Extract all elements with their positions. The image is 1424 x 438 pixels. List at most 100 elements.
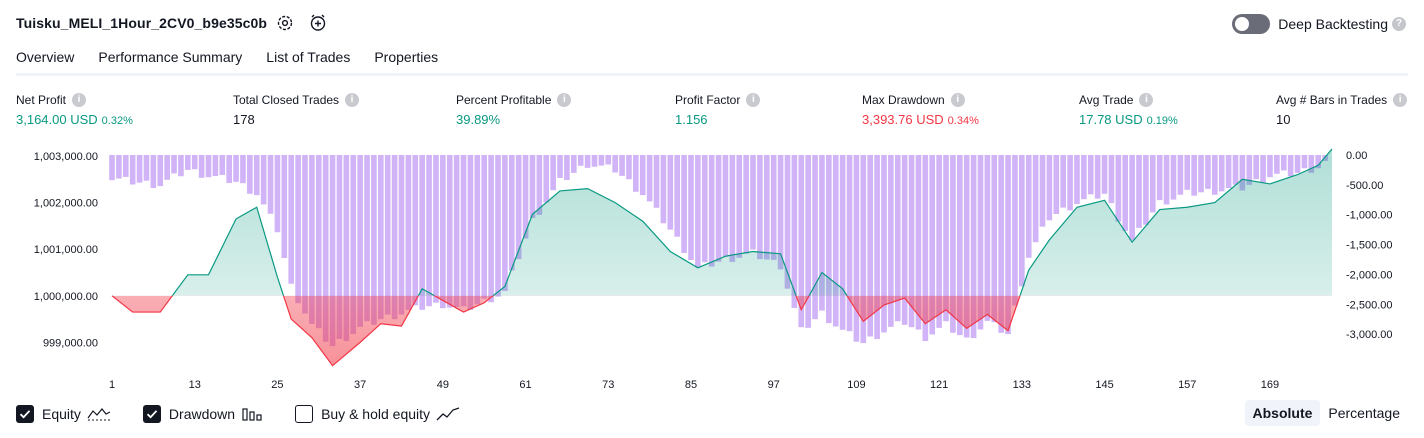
info-icon[interactable]: i: [746, 93, 761, 107]
drawdown-bar: [805, 154, 811, 328]
deep-backtesting-control: Deep Backtesting ?: [1232, 13, 1406, 35]
info-icon[interactable]: i: [1139, 93, 1154, 107]
drawdown-bar: [488, 154, 494, 303]
x-tick-label: 133: [1013, 379, 1031, 391]
drawdown-bar: [1294, 154, 1301, 173]
percentage-button[interactable]: Percentage: [1328, 405, 1400, 421]
drawdown-bar: [1177, 154, 1184, 195]
drawdown-bar: [453, 154, 460, 307]
equity-chart[interactable]: 1,003,000.00 1,002,000.00 1,001,000.00 1,00…: [0, 140, 1424, 398]
info-icon[interactable]: i: [557, 93, 572, 107]
info-icon[interactable]: i: [345, 93, 360, 107]
metric-title: Net Profit: [16, 93, 67, 107]
drawdown-bar: [791, 154, 798, 308]
drawdown-bar: [543, 154, 550, 203]
drawdown-bar: [1308, 154, 1315, 173]
help-icon[interactable]: ?: [1392, 17, 1406, 31]
drawdown-bar: [832, 154, 839, 327]
settings-icon[interactable]: [275, 13, 295, 33]
equity-area-positive: [112, 149, 1332, 296]
drawdown-bar: [1191, 154, 1197, 196]
metric-value: 39.89%: [456, 112, 501, 127]
y-tick-label-right: -1,000.00: [1346, 210, 1392, 222]
legend-equity[interactable]: Equity: [16, 405, 111, 423]
deep-backtesting-toggle[interactable]: [1232, 14, 1271, 34]
drawdown-bar: [1012, 154, 1018, 306]
drawdown-bar: [219, 154, 226, 175]
equity-checkbox[interactable]: [16, 405, 34, 423]
drawdown-bar: [150, 154, 157, 189]
drawdown-bar: [171, 154, 177, 174]
equity-line-icon: [87, 408, 111, 421]
drawdown-bar: [502, 154, 508, 292]
drawdown-bar: [1053, 154, 1060, 214]
buy-hold-checkbox[interactable]: [295, 405, 314, 423]
x-tick-label: 97: [768, 379, 780, 391]
drawdown-bar: [1025, 154, 1032, 258]
tab-overview[interactable]: Overview: [16, 48, 75, 76]
drawdown-bar: [681, 154, 687, 253]
metric-total-closed-trades: Total Closed Trades i 178: [233, 93, 360, 127]
drawdown-bars: [109, 154, 1328, 347]
drawdown-bar: [281, 154, 288, 258]
drawdown-label: Drawdown: [168, 406, 236, 422]
drawdown-bar: [633, 154, 639, 192]
tab-list-of-trades[interactable]: List of Trades: [266, 49, 351, 65]
drawdown-bar: [1163, 154, 1170, 205]
drawdown-bar: [1074, 154, 1080, 205]
drawdown-bar: [646, 154, 653, 202]
drawdown-bar: [116, 154, 122, 179]
drawdown-bar: [357, 154, 363, 327]
x-tick-label: 61: [519, 379, 531, 391]
drawdown-bar: [701, 154, 708, 263]
info-icon[interactable]: i: [950, 93, 965, 107]
drawdown-bar: [329, 154, 336, 347]
drawdown-checkbox[interactable]: [142, 405, 161, 423]
y-tick-label-right: 0.00: [1346, 150, 1367, 162]
drawdown-bar: [550, 154, 556, 191]
drawdown-bar: [1301, 154, 1308, 169]
drawdown-bar: [853, 154, 860, 342]
y-tick-label-left: 1,001,000.00: [34, 244, 98, 256]
absolute-button[interactable]: Absolute: [1244, 400, 1321, 426]
drawdown-bar: [929, 154, 936, 335]
drawdown-bar: [302, 154, 308, 314]
drawdown-bar: [364, 154, 370, 322]
x-tick-label: 73: [602, 379, 614, 391]
drawdown-bar: [963, 154, 970, 338]
drawdown-bar: [1212, 154, 1218, 195]
info-icon[interactable]: i: [72, 93, 87, 107]
drawdown-bar: [1115, 154, 1122, 222]
drawdown-bar: [515, 154, 522, 260]
drawdown-bar: [467, 154, 474, 310]
drawdown-bar: [1239, 154, 1246, 191]
drawdown-bar: [557, 154, 563, 178]
tab-performance-summary[interactable]: Performance Summary: [98, 49, 243, 65]
drawdown-bar: [839, 154, 846, 330]
drawdown-bar: [143, 154, 150, 181]
x-tick-label: 13: [189, 379, 201, 391]
drawdown-bar: [253, 154, 260, 196]
drawdown-bar: [536, 154, 543, 215]
metric-percent: 0.32%: [101, 115, 133, 127]
drawdown-bar: [405, 154, 412, 310]
drawdown-bar: [226, 154, 232, 183]
metric-title: Avg Trade: [1079, 93, 1134, 107]
drawdown-bar: [715, 154, 722, 262]
metric-profit-factor: Profit Factor i 1.156: [675, 93, 761, 127]
drawdown-bar: [1060, 154, 1066, 208]
drawdown-bar: [777, 154, 784, 270]
tab-properties[interactable]: Properties: [374, 49, 439, 65]
drawdown-bar: [936, 154, 942, 328]
add-alert-icon[interactable]: [308, 13, 328, 33]
drawdown-bar: [233, 154, 239, 182]
y-tick-label-left: 1,000,000.00: [34, 291, 98, 303]
x-tick-label: 49: [437, 379, 449, 391]
info-icon[interactable]: i: [1393, 93, 1408, 107]
drawdown-bar: [412, 154, 419, 306]
drawdown-bar: [426, 154, 432, 307]
drawdown-bar: [770, 154, 777, 260]
y-tick-label-left: 999,000.00: [43, 337, 98, 349]
legend-drawdown[interactable]: Drawdown: [142, 405, 263, 423]
legend-buy-hold[interactable]: Buy & hold equity: [295, 405, 460, 423]
